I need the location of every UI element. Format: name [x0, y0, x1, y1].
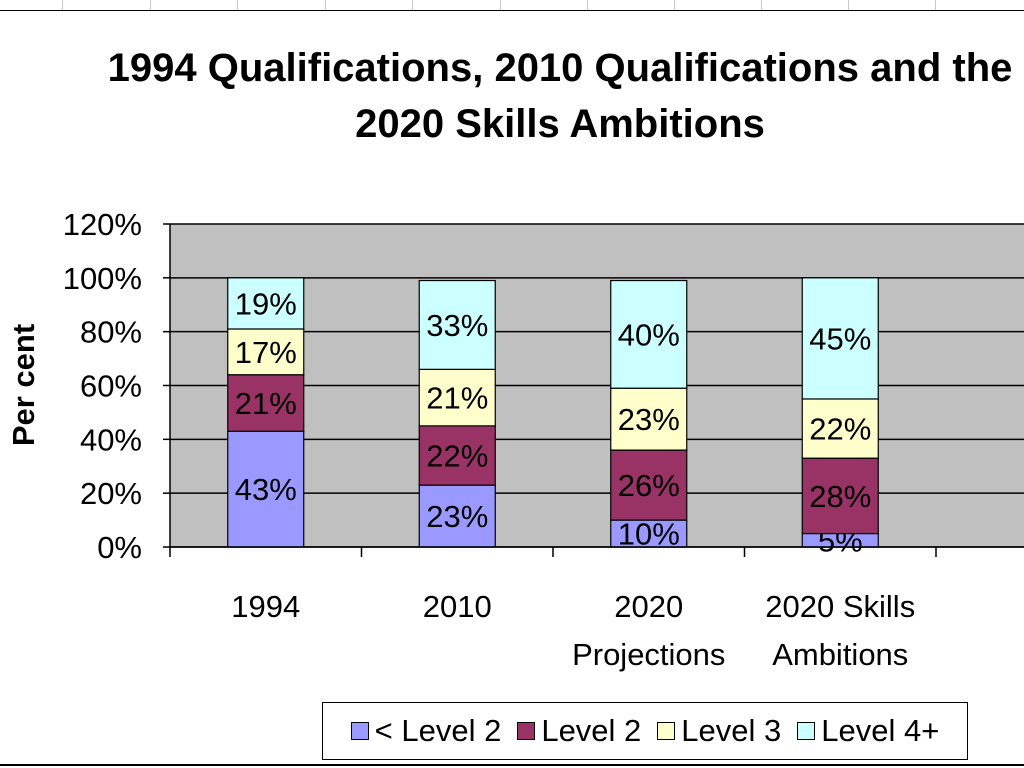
x-tick-label: 2020 — [614, 589, 683, 624]
bottom-border — [0, 764, 1024, 766]
spreadsheet-column-divider — [150, 0, 151, 10]
bar-segment — [610, 519, 688, 548]
data-label: 40% — [618, 317, 680, 352]
y-tick-label: 120% — [63, 207, 142, 242]
legend-swatch — [797, 722, 816, 740]
chart-title: 1994 Qualifications, 2010 Qualifications… — [100, 40, 1020, 152]
data-label: 22% — [809, 412, 871, 447]
x-tick-label: 2020 Skills — [765, 589, 915, 624]
spreadsheet-column-divider — [674, 0, 675, 10]
bar-segment — [418, 425, 496, 486]
bar-segment — [418, 484, 496, 548]
legend-item: < Level 2 — [350, 713, 502, 749]
legend-swatch — [657, 722, 676, 740]
spreadsheet-column-divider — [500, 0, 501, 10]
bar-segment — [227, 374, 305, 432]
data-label: 17% — [235, 335, 297, 370]
spreadsheet-column-divider — [848, 0, 849, 10]
y-tick-label: 20% — [80, 476, 142, 511]
bar-segment — [418, 279, 496, 370]
spreadsheet-column-divider — [761, 0, 762, 10]
legend-swatch — [517, 722, 536, 740]
spreadsheet-column-divider — [237, 0, 238, 10]
y-tick-label: 40% — [80, 422, 142, 457]
spreadsheet-grid-strip — [0, 0, 1024, 11]
legend-label: < Level 2 — [374, 713, 502, 748]
spreadsheet-column-divider — [935, 0, 936, 10]
spreadsheet-column-divider — [587, 0, 588, 10]
legend-label: Level 4+ — [821, 713, 940, 748]
data-label: 28% — [809, 479, 871, 514]
bar-segment — [610, 449, 688, 521]
bar-segment — [801, 457, 879, 535]
data-label: 23% — [618, 402, 680, 437]
chart-legend: < Level 2 Level 2 Level 3 Level 4+ — [322, 702, 968, 760]
data-label: 19% — [235, 286, 297, 321]
legend-label: Level 3 — [681, 713, 782, 748]
x-tick-label: Projections — [572, 637, 725, 672]
data-label: 45% — [809, 321, 871, 356]
data-label: 23% — [426, 499, 488, 534]
bar-segment — [801, 398, 879, 459]
legend-item: Level 4+ — [797, 713, 939, 749]
chart-title-line-1: 1994 Qualifications, 2010 Qualifications… — [107, 46, 1013, 90]
legend-swatch — [350, 722, 369, 740]
data-label: 21% — [235, 386, 297, 421]
spreadsheet-column-divider — [325, 0, 326, 10]
x-tick-label: 1994 — [231, 589, 300, 624]
data-label: 10% — [618, 517, 680, 552]
y-tick-label: 80% — [80, 315, 142, 350]
y-tick-label: 60% — [80, 369, 142, 404]
y-tick-label: 0% — [97, 530, 142, 565]
x-tick-label: Ambitions — [772, 637, 908, 672]
bar-segment — [610, 279, 688, 389]
y-tick-label: 100% — [63, 261, 142, 296]
legend-item: Level 3 — [657, 713, 781, 749]
data-label: 33% — [426, 308, 488, 343]
bar-segment — [227, 430, 305, 548]
data-label: 21% — [426, 381, 488, 416]
spreadsheet-column-divider — [412, 0, 413, 10]
chart-title-line-2: 2020 Skills Ambitions — [355, 102, 765, 146]
data-label: 22% — [426, 438, 488, 473]
bar-segment — [227, 277, 305, 330]
x-tick-label: 2010 — [423, 589, 492, 624]
spreadsheet-column-divider — [62, 0, 63, 10]
legend-label: Level 2 — [541, 713, 642, 748]
bar-segment — [418, 368, 496, 427]
data-label: 26% — [618, 468, 680, 503]
legend-item: Level 2 — [517, 713, 641, 749]
bar-segment — [801, 277, 879, 400]
data-label: 43% — [235, 472, 297, 507]
